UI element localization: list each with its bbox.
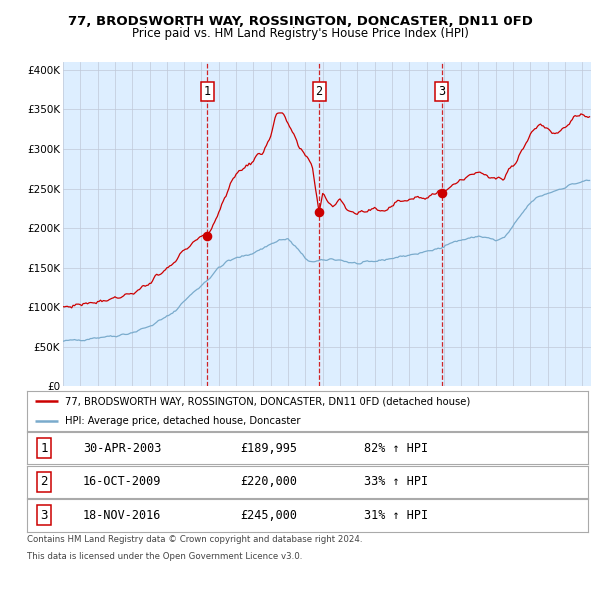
Point — [437, 188, 446, 197]
Text: 31% ↑ HPI: 31% ↑ HPI — [364, 509, 428, 522]
Text: 16-OCT-2009: 16-OCT-2009 — [83, 475, 161, 489]
Text: £245,000: £245,000 — [240, 509, 297, 522]
Text: 18-NOV-2016: 18-NOV-2016 — [83, 509, 161, 522]
Text: 3: 3 — [40, 509, 47, 522]
Text: Contains HM Land Registry data © Crown copyright and database right 2024.: Contains HM Land Registry data © Crown c… — [27, 535, 362, 543]
Point — [314, 208, 324, 217]
Text: 30-APR-2003: 30-APR-2003 — [83, 441, 161, 455]
Text: HPI: Average price, detached house, Doncaster: HPI: Average price, detached house, Donc… — [65, 416, 301, 426]
Text: 3: 3 — [438, 85, 445, 98]
Text: 2: 2 — [316, 85, 323, 98]
Text: 2: 2 — [40, 475, 47, 489]
Text: 1: 1 — [40, 441, 47, 455]
Text: 33% ↑ HPI: 33% ↑ HPI — [364, 475, 428, 489]
Text: 77, BRODSWORTH WAY, ROSSINGTON, DONCASTER, DN11 0FD: 77, BRODSWORTH WAY, ROSSINGTON, DONCASTE… — [68, 15, 532, 28]
Text: 77, BRODSWORTH WAY, ROSSINGTON, DONCASTER, DN11 0FD (detached house): 77, BRODSWORTH WAY, ROSSINGTON, DONCASTE… — [65, 396, 470, 406]
Text: 82% ↑ HPI: 82% ↑ HPI — [364, 441, 428, 455]
Text: £220,000: £220,000 — [240, 475, 297, 489]
Text: Price paid vs. HM Land Registry's House Price Index (HPI): Price paid vs. HM Land Registry's House … — [131, 27, 469, 40]
Text: 1: 1 — [203, 85, 211, 98]
Text: This data is licensed under the Open Government Licence v3.0.: This data is licensed under the Open Gov… — [27, 552, 302, 561]
Point — [202, 231, 212, 241]
Text: £189,995: £189,995 — [240, 441, 297, 455]
